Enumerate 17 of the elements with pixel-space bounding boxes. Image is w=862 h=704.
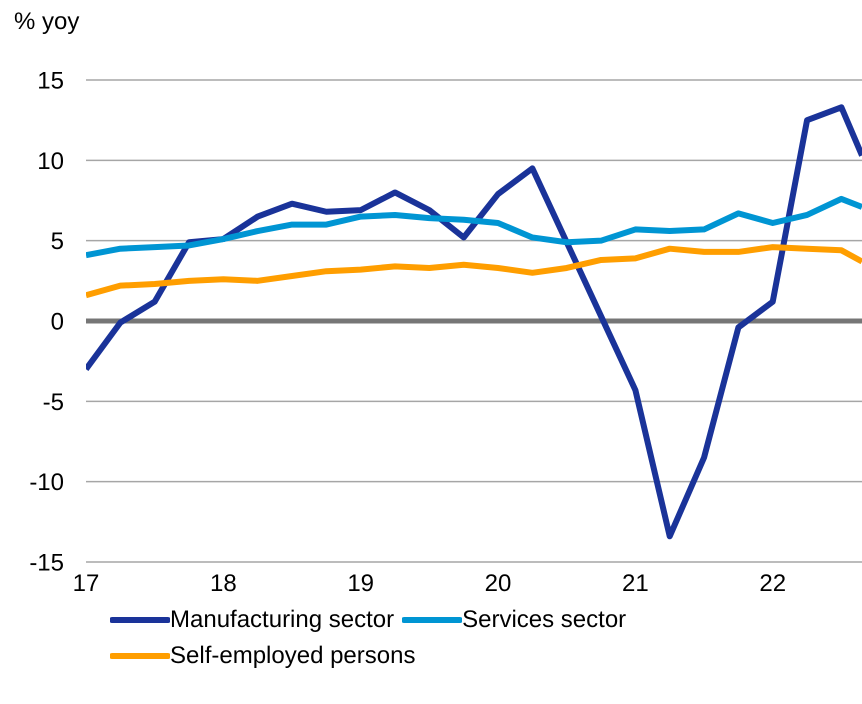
x-tick-label: 20: [484, 570, 512, 598]
y-tick-label: 5: [50, 228, 64, 256]
x-tick-label: 17: [72, 570, 100, 598]
y-tick-label: -5: [42, 388, 64, 416]
x-tick-label: 19: [347, 570, 374, 598]
y-tick-label: 10: [37, 148, 64, 175]
legend-label: Manufacturing sector: [170, 606, 394, 634]
x-tick-label: 21: [622, 570, 649, 598]
x-tick-label: 18: [210, 570, 237, 598]
legend-label: Services sector: [462, 606, 626, 634]
y-tick-label: -15: [29, 550, 64, 577]
legend-label: Self-employed persons: [170, 642, 416, 670]
y-axis-title: % yoy: [14, 8, 80, 36]
x-tick-label: 22: [759, 570, 786, 598]
y-tick-label: 0: [50, 308, 64, 336]
y-tick-label: 15: [37, 68, 64, 95]
y-tick-label: -10: [29, 469, 64, 496]
